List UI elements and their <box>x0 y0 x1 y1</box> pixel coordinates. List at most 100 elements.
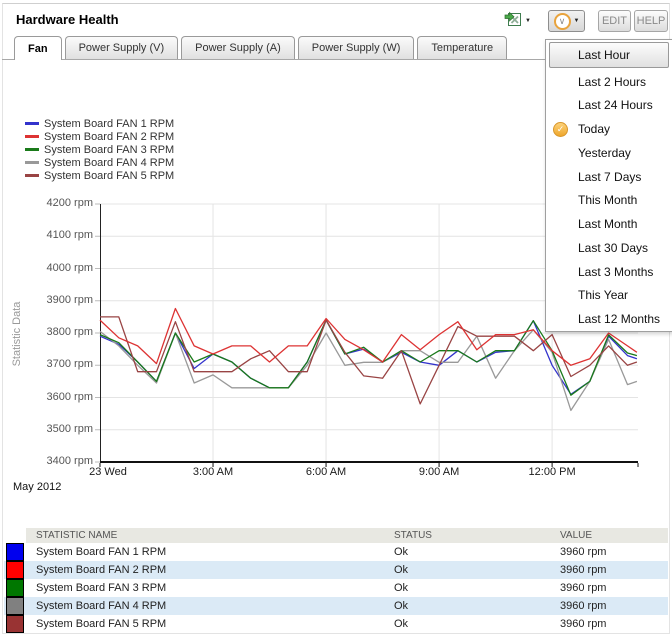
y-tick-label: 3400 rpm <box>46 455 93 467</box>
y-tick-label: 3900 rpm <box>46 293 93 306</box>
help-button[interactable]: HELP <box>634 10 668 32</box>
menu-item-label: Last Hour <box>578 47 631 62</box>
x-tick-label: 9:00 AM <box>418 466 460 478</box>
statistics-table: STATISTIC NAME STATUS VALUE System Board… <box>4 528 668 633</box>
table-header-swatch-cell <box>4 528 26 543</box>
legend-label: System Board FAN 2 RPM <box>44 130 175 143</box>
time-range-button[interactable]: ∨ ▼ <box>548 10 585 32</box>
menu-item-last-7-days[interactable]: Last 7 Days <box>546 165 672 189</box>
menu-item-label: Yesterday <box>578 145 631 160</box>
table-row-system-board-fan-1-rpm: System Board FAN 1 RPM Ok 3960 rpm <box>4 543 668 561</box>
menu-item-label: Last 3 Months <box>578 264 654 279</box>
legend-swatch <box>25 135 39 138</box>
legend-label: System Board FAN 3 RPM <box>44 143 175 156</box>
tab-power-supply-w[interactable]: Power Supply (W) <box>297 36 415 59</box>
menu-item-this-month[interactable]: This Month <box>546 189 672 213</box>
y-axis-title: Statistic Data <box>11 301 23 367</box>
edit-button[interactable]: EDIT <box>598 10 631 32</box>
table-header-statistic-name: STATISTIC NAME <box>26 528 390 543</box>
y-tick-label: 3800 rpm <box>46 326 93 338</box>
series-line-system-board-fan-3-rpm <box>99 319 638 396</box>
legend-item-system-board-fan-2-rpm: System Board FAN 2 RPM <box>25 130 174 143</box>
y-tick-label: 4200 rpm <box>46 197 93 209</box>
legend-swatch <box>25 174 39 177</box>
tab-bar: Fan Power Supply (V) Power Supply (A) Po… <box>14 36 508 60</box>
tab-fan[interactable]: Fan <box>14 36 62 60</box>
x-axis-footnote: May 2012 <box>13 481 62 493</box>
row-value: 3960 rpm <box>560 582 607 594</box>
export-caret-icon: ▼ <box>525 18 531 24</box>
legend-label: System Board FAN 1 RPM <box>44 117 175 130</box>
clock-history-icon: ∨ <box>553 12 571 30</box>
y-tick-label: 4100 rpm <box>46 229 93 242</box>
series-line-system-board-fan-4-rpm <box>99 329 638 412</box>
row-color-swatch <box>6 597 24 615</box>
menu-item-label: Last 12 Months <box>578 312 661 327</box>
row-statistic-name: System Board FAN 1 RPM <box>36 546 167 558</box>
tab-power-supply-v[interactable]: Power Supply (V) <box>64 36 179 59</box>
menu-item-last-hour[interactable]: Last Hour <box>549 42 669 68</box>
row-status: Ok <box>394 564 409 576</box>
menu-item-last-24-hours[interactable]: Last 24 Hours <box>546 94 672 118</box>
menu-item-last-12-months[interactable]: Last 12 Months <box>546 307 672 331</box>
menu-item-last-30-days[interactable]: Last 30 Days <box>546 236 672 260</box>
x-tick-label: 23 Wed <box>89 466 127 478</box>
menu-item-label: Last 7 Days <box>578 169 642 184</box>
time-range-menu: Last Hour Last 2 Hours Last 24 Hours ✓ Today… <box>545 39 672 332</box>
menu-item-this-year[interactable]: This Year <box>546 284 672 308</box>
x-tick-label: 6:00 AM <box>305 466 347 478</box>
row-statistic-name: System Board FAN 4 RPM <box>36 600 167 612</box>
table-header-value: VALUE <box>556 528 668 543</box>
time-range-caret-icon: ▼ <box>573 18 580 24</box>
excel-export-icon <box>504 10 522 33</box>
table-row-system-board-fan-3-rpm: System Board FAN 3 RPM Ok 3960 rpm <box>4 579 668 597</box>
menu-item-label: Last 2 Hours <box>578 74 647 89</box>
legend-swatch <box>25 161 39 164</box>
y-tick-label: 4000 rpm <box>46 261 93 274</box>
row-status: Ok <box>394 546 409 558</box>
y-tick-label: 3700 rpm <box>46 358 93 371</box>
y-tick-label: 3600 rpm <box>46 390 93 403</box>
x-tick-label: 12:00 PM <box>528 466 576 478</box>
legend-swatch <box>25 122 39 125</box>
table-row-system-board-fan-4-rpm: System Board FAN 4 RPM Ok 3960 rpm <box>4 597 668 615</box>
menu-item-label: This Month <box>578 193 638 208</box>
menu-item-last-2-hours[interactable]: Last 2 Hours <box>546 70 672 94</box>
menu-item-label: Last 30 Days <box>578 240 649 255</box>
row-status: Ok <box>394 582 409 594</box>
table-header-row: STATISTIC NAME STATUS VALUE <box>4 528 668 543</box>
legend-item-system-board-fan-3-rpm: System Board FAN 3 RPM <box>25 143 174 156</box>
legend-label: System Board FAN 4 RPM <box>44 156 175 169</box>
series-line-system-board-fan-5-rpm <box>100 316 638 405</box>
legend-item-system-board-fan-5-rpm: System Board FAN 5 RPM <box>25 169 174 182</box>
row-status: Ok <box>394 600 409 612</box>
x-tick-label: 3:00 AM <box>192 466 234 478</box>
menu-item-yesterday[interactable]: Yesterday <box>546 141 672 165</box>
menu-item-last-3-months[interactable]: Last 3 Months <box>546 260 672 284</box>
row-value: 3960 rpm <box>560 600 607 612</box>
row-value: 3960 rpm <box>560 564 607 576</box>
legend-label: System Board FAN 5 RPM <box>44 169 175 182</box>
legend-swatch <box>25 148 39 151</box>
menu-item-label: Today <box>578 122 611 137</box>
legend-item-system-board-fan-1-rpm: System Board FAN 1 RPM <box>25 117 174 130</box>
menu-item-last-month[interactable]: Last Month <box>546 212 672 236</box>
selected-check-icon: ✓ <box>553 121 568 137</box>
tab-rule <box>2 59 670 60</box>
tab-temperature[interactable]: Temperature <box>417 36 508 59</box>
row-statistic-name: System Board FAN 2 RPM <box>36 564 167 576</box>
row-color-swatch <box>6 543 24 561</box>
table-row-system-board-fan-2-rpm: System Board FAN 2 RPM Ok 3960 rpm <box>4 561 668 579</box>
tab-power-supply-a[interactable]: Power Supply (A) <box>181 36 295 59</box>
row-statistic-name: System Board FAN 5 RPM <box>36 618 167 630</box>
row-status: Ok <box>394 618 409 630</box>
row-value: 3960 rpm <box>560 546 607 558</box>
row-value: 3960 rpm <box>560 618 607 630</box>
export-button[interactable]: ▼ <box>504 10 531 32</box>
y-tick-label: 3500 rpm <box>46 422 93 435</box>
table-header-status: STATUS <box>390 528 556 543</box>
chart-legend: System Board FAN 1 RPM System Board FAN 2… <box>25 117 174 182</box>
page-title: Hardware Health <box>16 12 119 27</box>
menu-item-today[interactable]: ✓ Today <box>546 117 672 141</box>
row-statistic-name: System Board FAN 3 RPM <box>36 582 167 594</box>
